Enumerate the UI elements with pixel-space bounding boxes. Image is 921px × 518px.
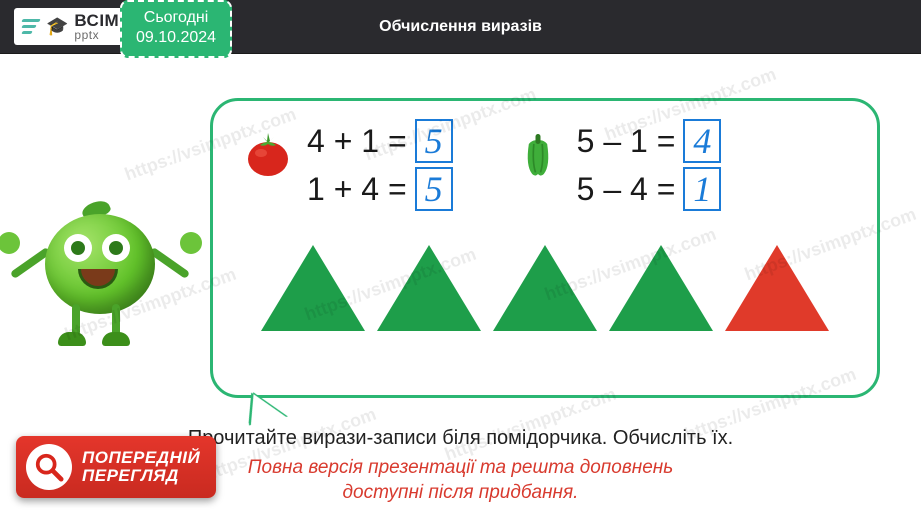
preview-banner[interactable]: ПОПЕРЕДНІЙ ПЕРЕГЛЯД xyxy=(16,436,216,498)
purchase-overlay: Повна версія презентації та решта доповн… xyxy=(151,455,771,506)
page-title: Обчислення виразів xyxy=(379,18,542,36)
top-bar: 🎓 ВСІМ pptx Сьогодні 09.10.2024 Обчислен… xyxy=(0,0,921,54)
equation: 5 – 1 = 4 xyxy=(577,119,722,163)
equation-expr: 5 – 4 = xyxy=(577,171,676,208)
answer-box: 1 xyxy=(683,167,721,211)
equation: 4 + 1 = 5 xyxy=(307,119,453,163)
banner-text: ПОПЕРЕДНІЙ ПЕРЕГЛЯД xyxy=(82,449,200,485)
equation-expr: 1 + 4 = xyxy=(307,171,407,208)
equation-group-left: 4 + 1 = 5 1 + 4 = 5 xyxy=(243,119,453,211)
logo-text: ВСІМ pptx xyxy=(74,12,119,41)
equations-row: 4 + 1 = 5 1 + 4 = 5 xyxy=(243,119,847,211)
graduation-cap-icon: 🎓 xyxy=(46,16,68,37)
overlay-line1: Повна версія презентації та решта доповн… xyxy=(151,455,771,481)
triangle-icon xyxy=(261,245,365,331)
equation-group-right: 5 – 1 = 4 5 – 4 = 1 xyxy=(513,119,722,211)
answer-box: 5 xyxy=(415,119,453,163)
answer-box: 5 xyxy=(415,167,453,211)
today-label: Сьогодні xyxy=(136,8,216,28)
tomato-icon xyxy=(243,129,293,179)
caption-area: Прочитайте вирази-записи біля помідорчик… xyxy=(0,408,921,518)
pepper-icon xyxy=(513,129,563,179)
date-bubble: Сьогодні 09.10.2024 xyxy=(120,0,232,58)
triangle-icon xyxy=(609,245,713,331)
slide-body: 4 + 1 = 5 1 + 4 = 5 xyxy=(0,54,921,518)
content-box: 4 + 1 = 5 1 + 4 = 5 xyxy=(210,98,880,398)
answer-box: 4 xyxy=(683,119,721,163)
triangle-icon xyxy=(377,245,481,331)
logo: 🎓 ВСІМ pptx xyxy=(14,8,127,45)
triangle-icon xyxy=(725,245,829,331)
equation-expr: 5 – 1 = xyxy=(577,123,676,160)
equation-expr: 4 + 1 = xyxy=(307,123,407,160)
logo-primary: ВСІМ xyxy=(74,12,119,29)
today-date: 09.10.2024 xyxy=(136,28,216,48)
logo-stripes-icon xyxy=(22,19,40,34)
magnifier-icon xyxy=(34,452,64,482)
triangles-row xyxy=(243,245,847,331)
banner-line1: ПОПЕРЕДНІЙ xyxy=(82,449,200,467)
equation: 1 + 4 = 5 xyxy=(307,167,453,211)
banner-line2: ПЕРЕГЛЯД xyxy=(82,467,200,485)
triangle-icon xyxy=(493,245,597,331)
overlay-line2: доступні після придбання. xyxy=(151,480,771,506)
logo-secondary: pptx xyxy=(74,29,119,41)
equation: 5 – 4 = 1 xyxy=(577,167,722,211)
magnifier-badge xyxy=(26,444,72,490)
apple-character-icon xyxy=(20,174,180,354)
